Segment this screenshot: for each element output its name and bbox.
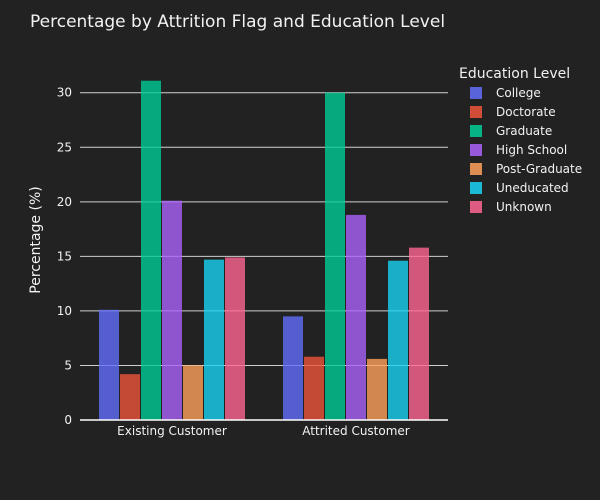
legend-label[interactable]: Doctorate — [496, 105, 556, 119]
legend-label[interactable]: Uneducated — [496, 181, 569, 195]
legend-swatch[interactable] — [470, 87, 482, 99]
legend-label[interactable]: Unknown — [496, 200, 552, 214]
bar-doctorate-1[interactable] — [304, 356, 324, 420]
legend: Education Level College Doctorate Graduate H… — [459, 66, 582, 214]
y-tick-label: 20 — [57, 195, 72, 209]
bar-graduate-1[interactable] — [325, 92, 345, 421]
chart-title: Percentage by Attrition Flag and Educati… — [30, 12, 446, 32]
y-tick-label: 10 — [57, 304, 72, 318]
legend-swatch[interactable] — [470, 144, 482, 156]
legend-swatch[interactable] — [470, 182, 482, 194]
y-tick-label: 25 — [57, 140, 72, 154]
x-tick-label: Existing Customer — [117, 424, 227, 438]
bar-high-school-1[interactable] — [346, 214, 366, 420]
bar-college-0[interactable] — [99, 309, 119, 420]
bar-doctorate-0[interactable] — [120, 374, 140, 420]
bar-uneducated-1[interactable] — [388, 260, 408, 420]
y-axis-title: Percentage (%) — [28, 186, 44, 293]
legend-label[interactable]: College — [496, 86, 541, 100]
bar-post-graduate-1[interactable] — [367, 358, 387, 420]
y-tick-label: 0 — [64, 413, 72, 427]
bar-high-school-0[interactable] — [162, 200, 182, 420]
legend-label[interactable]: Post-Graduate — [496, 162, 582, 176]
bar-college-1[interactable] — [283, 316, 303, 420]
bar-uneducated-0[interactable] — [204, 259, 224, 420]
legend-swatch[interactable] — [470, 201, 482, 213]
legend-label[interactable]: Graduate — [496, 124, 552, 138]
legend-swatch[interactable] — [470, 163, 482, 175]
x-tick-label: Attrited Customer — [302, 424, 410, 438]
y-tick-label: 5 — [64, 358, 72, 372]
axes: 0 5 10 15 20 25 30 Existing Customer Attrited Cu… — [28, 86, 448, 438]
bar-unknown-0[interactable] — [225, 257, 245, 420]
y-tick-label: 15 — [57, 249, 72, 263]
bar-post-graduate-0[interactable] — [183, 365, 203, 420]
legend-label[interactable]: High School — [496, 143, 567, 157]
y-tick-label: 30 — [57, 86, 72, 100]
bars — [99, 80, 429, 421]
legend-title: Education Level — [459, 66, 570, 82]
bar-unknown-1[interactable] — [409, 247, 429, 420]
legend-swatch[interactable] — [470, 106, 482, 118]
legend-swatch[interactable] — [470, 125, 482, 137]
bar-graduate-0[interactable] — [141, 80, 161, 421]
